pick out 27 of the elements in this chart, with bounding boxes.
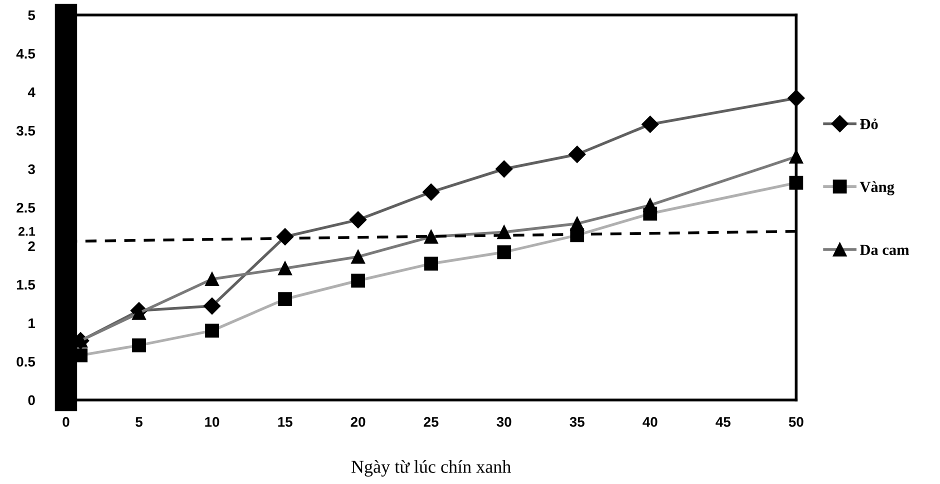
y-tick-label: 2.5	[16, 202, 36, 213]
x-tick-label: 45	[716, 417, 730, 427]
y-tick-label: 0	[28, 395, 35, 406]
x-tick-label: 5	[136, 417, 142, 427]
y-tick-label: 4.5	[16, 48, 36, 59]
y-tick-label: 5	[28, 10, 36, 20]
x-tick-label: 40	[642, 417, 658, 427]
x-axis-title: Ngày từ lúc chín xanh	[351, 460, 511, 477]
x-tick-label: 20	[350, 417, 366, 427]
y-tick-label: 2.1	[18, 226, 36, 236]
y-tick-label: 2	[28, 241, 35, 252]
x-tick-label: 30	[496, 417, 512, 427]
x-tick-label: 15	[278, 417, 292, 427]
legend-label: Da cam	[860, 244, 910, 256]
x-tick-label: 0	[62, 417, 70, 427]
x-tick-label: 35	[570, 417, 584, 427]
x-tick-label: 50	[788, 417, 804, 427]
x-tick-label: 25	[424, 417, 438, 427]
legend-label: Vàng	[860, 181, 894, 196]
y-tick-label: 3.5	[16, 126, 36, 136]
y-tick-label: 3	[28, 164, 35, 174]
y-tick-label: 0.5	[16, 356, 36, 367]
y-tick-label: 1	[28, 318, 36, 328]
y-tick-label: 4	[28, 87, 36, 98]
x-tick-label: 10	[205, 417, 220, 427]
y-tick-label: 1.5	[17, 280, 36, 290]
legend-label: Đỏ	[860, 118, 878, 130]
